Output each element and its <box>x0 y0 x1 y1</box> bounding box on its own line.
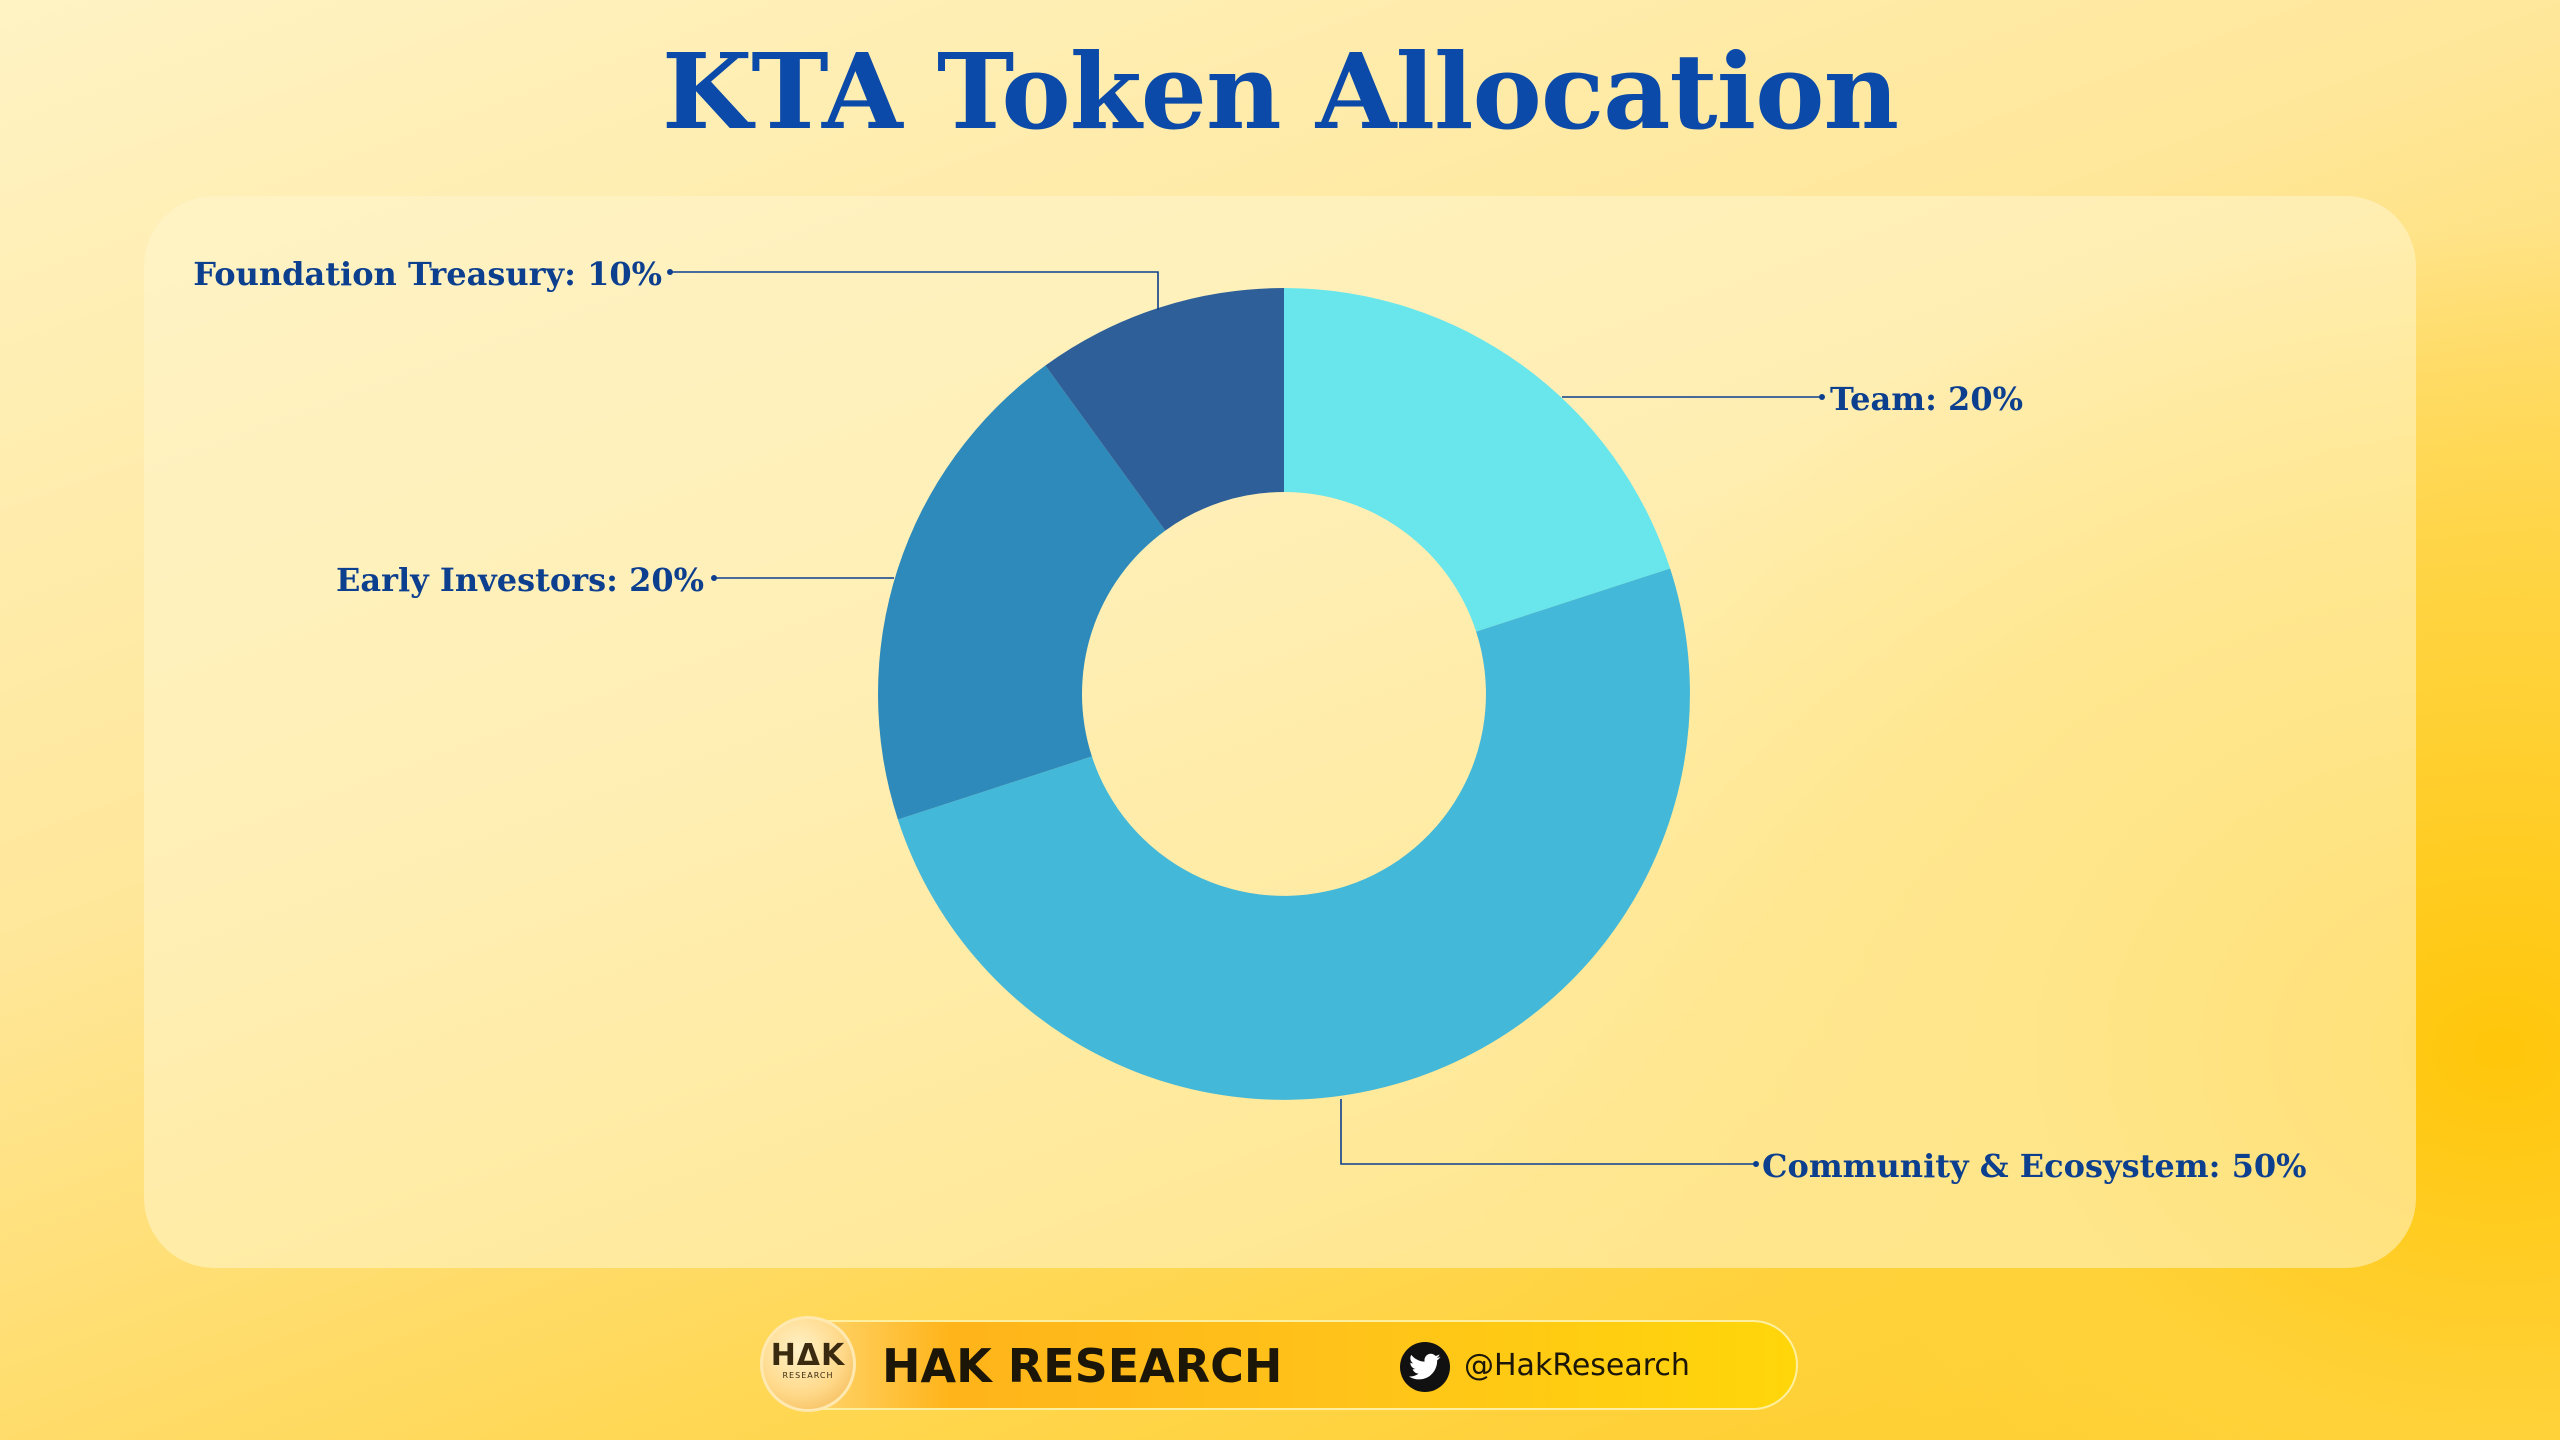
hak-logo: HΔK RESEARCH <box>760 1316 856 1412</box>
leader-arrowhead <box>711 575 717 581</box>
footer-banner: HΔK RESEARCH HAK RESEARCH @HakResearch <box>760 1316 1798 1412</box>
leader-arrowhead <box>1753 1161 1759 1167</box>
leader-arrowhead <box>667 269 673 275</box>
leader-line <box>670 271 1159 310</box>
leader-line <box>1340 1099 1756 1165</box>
donut-slice-team <box>1284 288 1671 632</box>
slice-label: Early Investors: 20% <box>336 561 704 599</box>
donut-chart: Team: 20% Community & Ecosystem: 50% Early… <box>193 255 2306 1185</box>
logo-subtext: RESEARCH <box>782 1371 834 1380</box>
twitter-bird-icon[interactable] <box>1400 1342 1450 1392</box>
leader-arrowhead <box>1819 394 1825 400</box>
donut-slice-foundation-treasury <box>1045 288 1284 531</box>
donut-slices <box>877 288 1690 1100</box>
logo-mark: HΔK <box>770 1338 846 1373</box>
twitter-handle[interactable]: @HakResearch <box>1464 1348 1690 1383</box>
brand-name: HAK RESEARCH <box>882 1339 1283 1393</box>
slice-label: Community & Ecosystem: 50% <box>1762 1147 2307 1185</box>
leader-lines <box>667 269 1825 1167</box>
slice-labels: Team: 20% Community & Ecosystem: 50% Early… <box>193 255 2306 1185</box>
slice-label: Team: 20% <box>1830 380 2023 418</box>
slice-label: Foundation Treasury: 10% <box>193 255 662 293</box>
donut-slice-early-investors <box>877 365 1166 820</box>
donut-slice-community-ecosystem <box>897 568 1690 1100</box>
chart-title: KTA Token Allocation <box>661 30 1899 153</box>
